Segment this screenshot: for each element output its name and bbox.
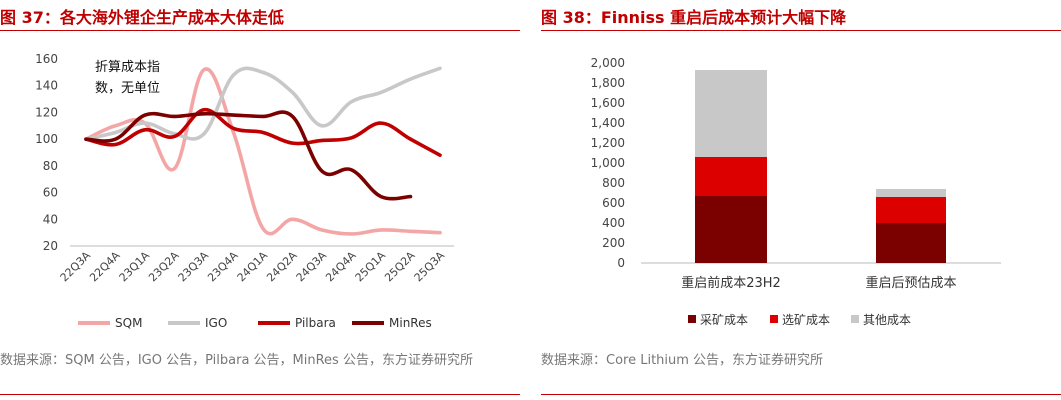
legend-label-igo: IGO: [205, 316, 227, 330]
legend-swatch-2: [851, 315, 859, 323]
y-tick-label-2000: 2,000: [591, 56, 625, 70]
left-chart-title: 图 37：各大海外锂企生产成本大体走低: [0, 8, 284, 27]
x-tick-label-25Q2A: 25Q2A: [382, 249, 418, 285]
bar-segment-0-1: [695, 157, 767, 196]
x-tick-label-22Q4A: 22Q4A: [87, 249, 123, 285]
x-tick-label-24Q3A: 24Q3A: [294, 249, 330, 285]
line-chart: 20 40 60 80 100 120 140 160 22Q3A22Q4A23Q1A23Q2A…: [35, 52, 454, 330]
x-tick-label-23Q4A: 23Q4A: [205, 249, 241, 285]
x-tick-label-24Q4A: 24Q4A: [323, 249, 359, 285]
y-tick-label-400: 400: [602, 216, 625, 230]
legend-label-sqm: SQM: [115, 316, 142, 330]
x-tick-label-25Q1A: 25Q1A: [353, 249, 389, 285]
stacked-bar-chart: 0 200 400 600 800 1,000 1,200 1,400 1,600 1,800 2,…: [591, 56, 1001, 327]
x-tick-label-24Q2A: 24Q2A: [264, 249, 300, 285]
left-panel: 图 37：各大海外锂企生产成本大体走低 20 40 60 80 100 120 140 160…: [0, 0, 520, 400]
x-tick-label-25Q3A: 25Q3A: [412, 249, 448, 285]
right-top-rule: [541, 30, 1061, 31]
x-tick-label-23Q3A: 23Q3A: [176, 249, 212, 285]
left-top-rule: [0, 30, 520, 31]
bar-segment-1-1: [876, 197, 946, 223]
legend-swatch-1: [770, 315, 778, 323]
y-tick-label-1800: 1,800: [591, 76, 625, 90]
y-tick-label-140: 140: [35, 79, 58, 93]
axis-note-line1: 折算成本指: [95, 60, 160, 75]
series-line-sqm: [84, 67, 442, 236]
legend-label-pilbara: Pilbara: [295, 316, 336, 330]
legend-swatch-0: [688, 315, 696, 323]
y-tick-label-100: 100: [35, 132, 58, 146]
right-panel: 图 38：Finniss 重启后成本预计大幅下降 0 200 400 600 800 1,…: [541, 0, 1061, 400]
axis-note-line2: 数，无单位: [95, 81, 160, 96]
y-tick-label-1400: 1,400: [591, 116, 625, 130]
left-bottom-rule: [0, 394, 520, 395]
series-line-minres: [84, 110, 413, 201]
legend-label-0: 采矿成本: [700, 313, 748, 327]
y-tick-label-1600: 1,600: [591, 96, 625, 110]
x-tick-label-24Q1A: 24Q1A: [235, 249, 271, 285]
y-tick-label-1200: 1,200: [591, 136, 625, 150]
x-tick-label-22Q3A: 22Q3A: [58, 249, 94, 285]
right-source-note: 数据来源：Core Lithium 公告，东方证券研究所: [541, 353, 824, 368]
left-source-note: 数据来源：SQM 公告，IGO 公告，Pilbara 公告，MinRes 公告，…: [0, 353, 473, 368]
y-tick-label-40: 40: [43, 212, 58, 226]
legend-label-1: 选矿成本: [782, 313, 830, 327]
right-bottom-rule: [541, 394, 1061, 395]
series-line-igo: [84, 66, 442, 141]
bar-segment-0-2: [695, 70, 767, 157]
x-category-label-0: 重启前成本23H2: [681, 275, 781, 291]
y-tick-label-80: 80: [43, 159, 58, 173]
right-chart-title: 图 38：Finniss 重启后成本预计大幅下降: [541, 8, 847, 27]
y-tick-label-160: 160: [35, 52, 58, 66]
series-line-pilbara: [84, 107, 442, 157]
y-tick-label-60: 60: [43, 186, 58, 200]
y-tick-label-120: 120: [35, 105, 58, 119]
bar-segment-1-2: [876, 189, 946, 197]
y-tick-label-200: 200: [602, 236, 625, 250]
y-tick-label-800: 800: [602, 176, 625, 190]
y-tick-label-600: 600: [602, 196, 625, 210]
x-tick-label-23Q2A: 23Q2A: [146, 249, 182, 285]
x-tick-label-23Q1A: 23Q1A: [117, 249, 153, 285]
y-tick-label-0: 0: [617, 256, 625, 270]
bar-segment-1-0: [876, 223, 946, 263]
y-tick-label-20: 20: [43, 239, 58, 253]
x-category-label-1: 重启后预估成本: [865, 275, 956, 291]
legend-label-2: 其他成本: [863, 313, 911, 327]
y-tick-label-1000: 1,000: [591, 156, 625, 170]
bar-segment-0-0: [695, 196, 767, 263]
legend-label-minres: MinRes: [389, 316, 432, 330]
